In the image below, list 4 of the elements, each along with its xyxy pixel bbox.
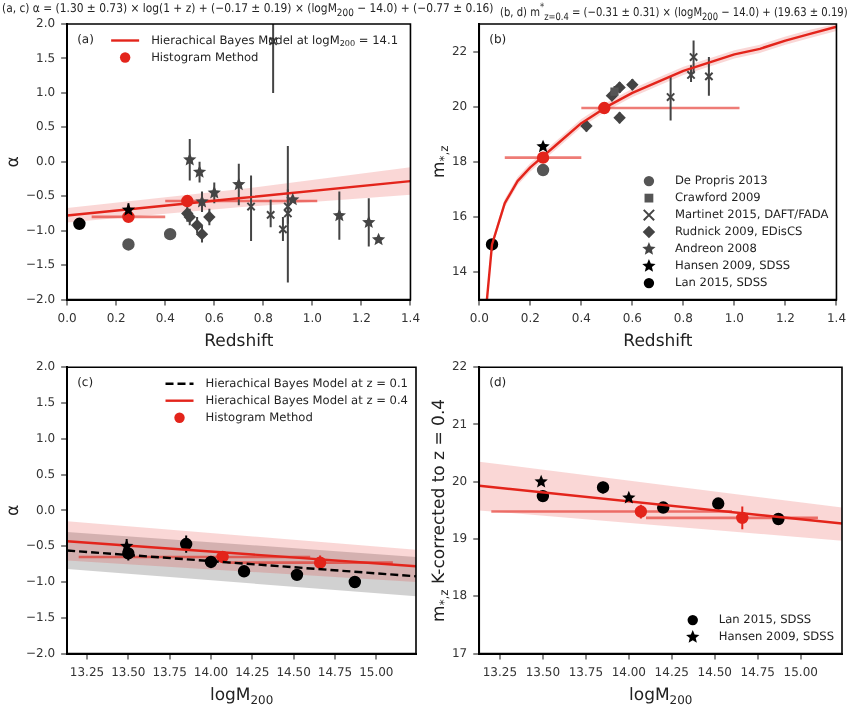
y-axis-title: α (4, 155, 25, 168)
y-axis-title: α (4, 504, 25, 516)
x-axis-title: Redshift (623, 332, 694, 353)
x-axis-title: Redshift (204, 332, 275, 353)
